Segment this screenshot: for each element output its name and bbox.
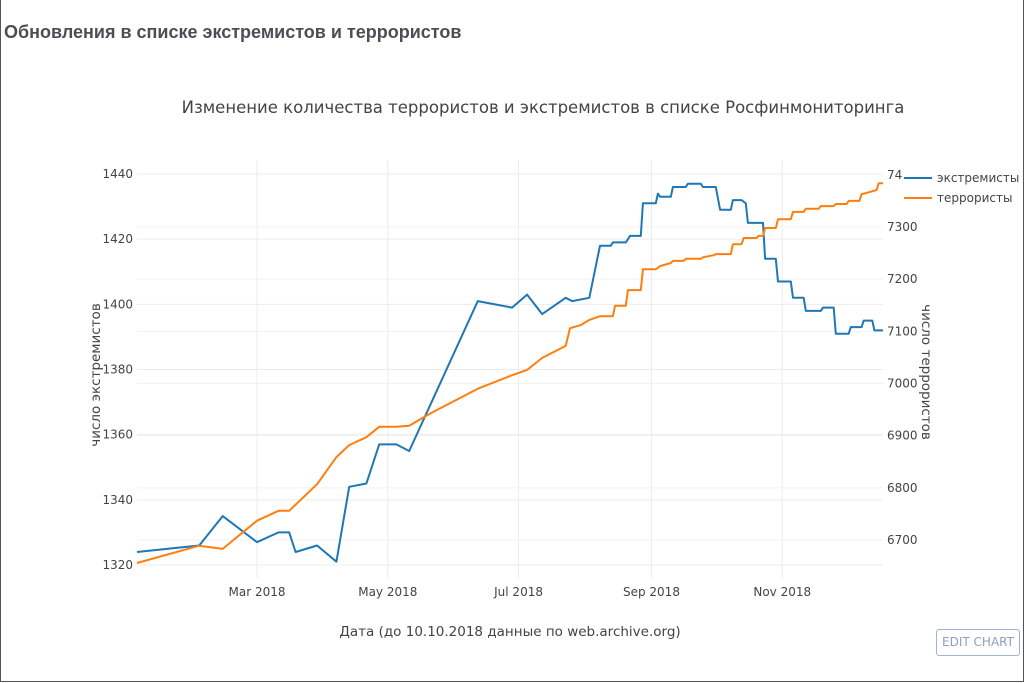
- series-lines: [136, 182, 883, 564]
- y-tick-label: 1400: [102, 297, 133, 311]
- y-tick-label: 1420: [102, 232, 133, 246]
- y-tick-label: 1380: [102, 363, 133, 377]
- legend[interactable]: экстремисты террористы: [904, 171, 1019, 205]
- x-tick-label: Nov 2018: [753, 585, 811, 599]
- x-tick-label: May 2018: [358, 585, 417, 599]
- y2-tick-label: 74: [887, 168, 902, 182]
- y-tick-label: 1320: [102, 558, 133, 572]
- y2-tick-label: 7000: [887, 377, 918, 391]
- x-axis-label: Дата (до 10.10.2018 данные по web.archiv…: [339, 624, 680, 640]
- y-axis-label: число экстремистов: [88, 303, 104, 447]
- y2-tick-label: 6700: [887, 533, 918, 547]
- chart-title: Изменение количества террористов и экстр…: [182, 98, 905, 117]
- y2-tick-label: 7300: [887, 220, 918, 234]
- axis-ticks: 1320 1340 1360 1380 1400 1420 1440 6700 6800 6900…: [102, 167, 917, 599]
- y-tick-label: 1440: [102, 167, 133, 181]
- page-title: Обновления в списке экстремистов и терро…: [4, 22, 462, 42]
- legend-label-terrorists: террористы: [937, 191, 1012, 205]
- y2-axis-label: число террористов: [918, 304, 934, 440]
- grid: [137, 160, 883, 578]
- legend-label-extremists: экстремисты: [937, 171, 1019, 185]
- y2-tick-label: 6900: [887, 429, 918, 443]
- x-tick-label: Mar 2018: [229, 585, 286, 599]
- y2-tick-label: 6800: [887, 481, 918, 495]
- series-line-extremists: [136, 182, 883, 563]
- y-tick-label: 1360: [102, 428, 133, 442]
- x-tick-label: Sep 2018: [623, 585, 680, 599]
- y2-tick-label: 7100: [887, 324, 918, 338]
- x-tick-label: Jul 2018: [493, 585, 543, 599]
- y-tick-label: 1340: [102, 493, 133, 507]
- series-line-terrorists: [136, 182, 883, 564]
- edit-chart-button[interactable]: EDIT CHART: [936, 629, 1020, 656]
- y2-tick-label: 7200: [887, 272, 918, 286]
